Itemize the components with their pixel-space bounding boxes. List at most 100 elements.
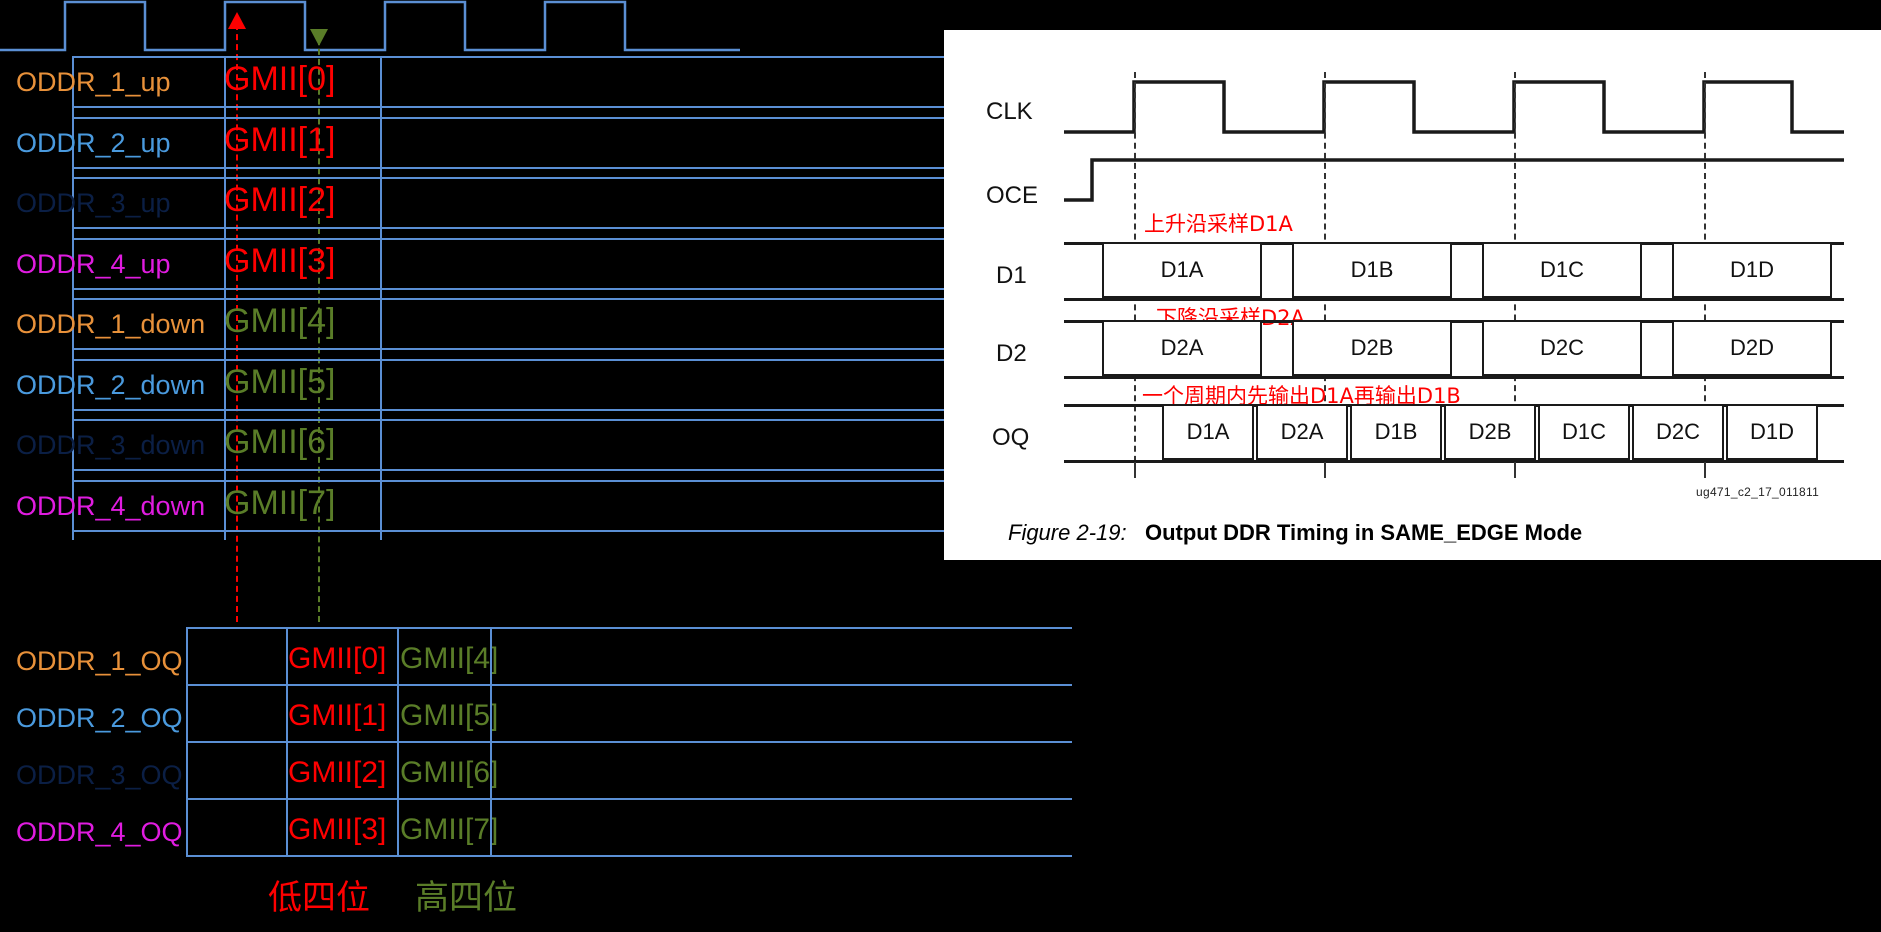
xilinx-figure-panel: CLK OCE D1 D2 OQ 上升沿采样D1A 下降沿采样D2A 一个周期内… xyxy=(944,30,1881,560)
oq-high-cell: GMII[6] xyxy=(400,756,499,789)
figure-caption: Figure 2-19: Output DDR Timing in SAME_E… xyxy=(1008,520,1582,546)
legend-high-nibble: 高四位 xyxy=(415,878,517,918)
signal-label-oddr-3-down: ODDR_3_down xyxy=(16,430,206,460)
oq-label-oddr-2-oq: ODDR_2_OQ xyxy=(16,703,183,733)
figure-signal-d1: D1 xyxy=(996,262,1027,289)
d1-cell-d1a: D1A xyxy=(1102,242,1262,298)
oq-cell-d1a: D1A xyxy=(1162,404,1254,460)
d2-cell-d2c: D2C xyxy=(1482,320,1642,376)
oq-cell-d1d: D1D xyxy=(1726,404,1818,460)
figure-code-label: ug471_c2_17_011811 xyxy=(1696,485,1820,499)
oq-tick xyxy=(1324,462,1326,478)
rising-edge-arrow-icon xyxy=(228,12,246,29)
oq-row-rail xyxy=(186,627,1072,629)
oq-tick xyxy=(1704,462,1706,478)
signal-label-oddr-4-down: ODDR_4_down xyxy=(16,490,206,521)
figure-clk-waveform xyxy=(1064,80,1844,134)
signal-value-gmii3: GMII[3] xyxy=(224,241,336,280)
row-rail xyxy=(72,479,952,482)
grid-vline xyxy=(224,56,226,540)
figure-signal-clk: CLK xyxy=(986,98,1033,125)
figure-signal-oce: OCE xyxy=(986,182,1039,209)
d2-cell-d2d: D2D xyxy=(1672,320,1832,376)
grid-vline xyxy=(380,56,382,540)
signal-value-gmii7: GMII[7] xyxy=(224,483,336,522)
oq-grid-vline xyxy=(186,627,188,855)
falling-edge-arrow-icon xyxy=(310,29,328,46)
row-rail xyxy=(72,237,952,240)
signal-value-gmii5: GMII[5] xyxy=(224,362,336,401)
figure-signal-oq: OQ xyxy=(992,424,1030,451)
d1-cell-d1c: D1C xyxy=(1482,242,1642,298)
row-rail xyxy=(72,358,952,361)
signal-value-gmii4: GMII[4] xyxy=(224,302,336,340)
oq-label-oddr-1-oq: ODDR_1_OQ xyxy=(16,646,183,676)
figure-oce-waveform xyxy=(1064,158,1844,202)
figure-caption-label: Figure 2-19: xyxy=(1008,520,1127,545)
oq-cell-d2b: D2B xyxy=(1444,404,1536,460)
d1-bottom-rail xyxy=(1064,298,1844,301)
row-rail xyxy=(72,166,952,169)
note-rising-sample: 上升沿采样D1A xyxy=(1144,212,1293,236)
row-rail xyxy=(72,419,952,421)
oq-label-oddr-3-oq: ODDR_3_OQ xyxy=(16,760,183,790)
oq-label-oddr-4-oq: ODDR_4_OQ xyxy=(16,817,183,847)
row-rail xyxy=(72,408,952,411)
falling-edge-marker xyxy=(318,29,320,622)
signal-label-oddr-1-up: ODDR_1_up xyxy=(16,67,171,97)
d2-bottom-rail xyxy=(1064,376,1844,379)
oq-tick xyxy=(1134,462,1136,478)
signal-value-gmii6: GMII[6] xyxy=(224,423,336,461)
row-rail xyxy=(72,529,952,532)
clock-waveform xyxy=(0,0,740,52)
oq-bottom-rail xyxy=(1064,460,1844,463)
row-rail xyxy=(72,469,952,471)
row-rail xyxy=(72,348,952,350)
oq-cell-d2a: D2A xyxy=(1256,404,1348,460)
d2-cell-d2b: D2B xyxy=(1292,320,1452,376)
oq-low-cell: GMII[2] xyxy=(288,756,387,789)
oq-tick xyxy=(1514,462,1516,478)
signal-label-oddr-1-down: ODDR_1_down xyxy=(16,309,206,339)
oq-cell-d2c: D2C xyxy=(1632,404,1724,460)
d1-top-rail xyxy=(1064,242,1844,245)
row-rail xyxy=(72,287,952,290)
oq-low-cell: GMII[0] xyxy=(288,642,387,675)
signal-label-oddr-3-up: ODDR_3_up xyxy=(16,188,171,218)
grid-vline xyxy=(72,56,74,540)
oq-grid-vline xyxy=(490,627,492,855)
oq-row-rail xyxy=(186,798,1072,800)
oq-row-rail xyxy=(186,741,1072,743)
row-rail xyxy=(72,227,952,229)
row-rail xyxy=(72,298,952,300)
signal-value-gmii1: GMII[1] xyxy=(224,120,336,159)
signal-value-gmii0: GMII[0] xyxy=(224,60,336,98)
oq-low-cell: GMII[3] xyxy=(288,813,387,846)
d2-top-rail xyxy=(1064,320,1844,323)
row-rail xyxy=(72,56,952,58)
oq-grid-vline xyxy=(286,627,288,855)
rising-edge-marker xyxy=(236,14,238,622)
row-rail xyxy=(72,177,952,179)
d1-cell-d1d: D1D xyxy=(1672,242,1832,298)
signal-label-oddr-2-up: ODDR_2_up xyxy=(16,127,171,158)
oq-row-rail xyxy=(186,855,1072,857)
oq-low-cell: GMII[1] xyxy=(288,699,387,732)
signal-value-gmii2: GMII[2] xyxy=(224,181,336,219)
legend-low-nibble: 低四位 xyxy=(268,878,370,918)
figure-caption-title: Output DDR Timing in SAME_EDGE Mode xyxy=(1144,520,1583,545)
signal-label-oddr-4-up: ODDR_4_up xyxy=(16,248,171,279)
figure-signal-d2: D2 xyxy=(996,340,1027,367)
signal-label-oddr-2-down: ODDR_2_down xyxy=(16,369,206,400)
d1-cell-d1b: D1B xyxy=(1292,242,1452,298)
row-rail xyxy=(72,106,952,108)
oq-high-cell: GMII[5] xyxy=(400,699,499,732)
oq-row-rail xyxy=(186,684,1072,686)
row-rail xyxy=(72,116,952,119)
oq-cell-d1b: D1B xyxy=(1350,404,1442,460)
oq-cell-d1c: D1C xyxy=(1538,404,1630,460)
oq-grid-vline xyxy=(397,627,399,855)
oq-high-cell: GMII[7] xyxy=(400,813,499,846)
oq-high-cell: GMII[4] xyxy=(400,642,499,675)
d2-cell-d2a: D2A xyxy=(1102,320,1262,376)
